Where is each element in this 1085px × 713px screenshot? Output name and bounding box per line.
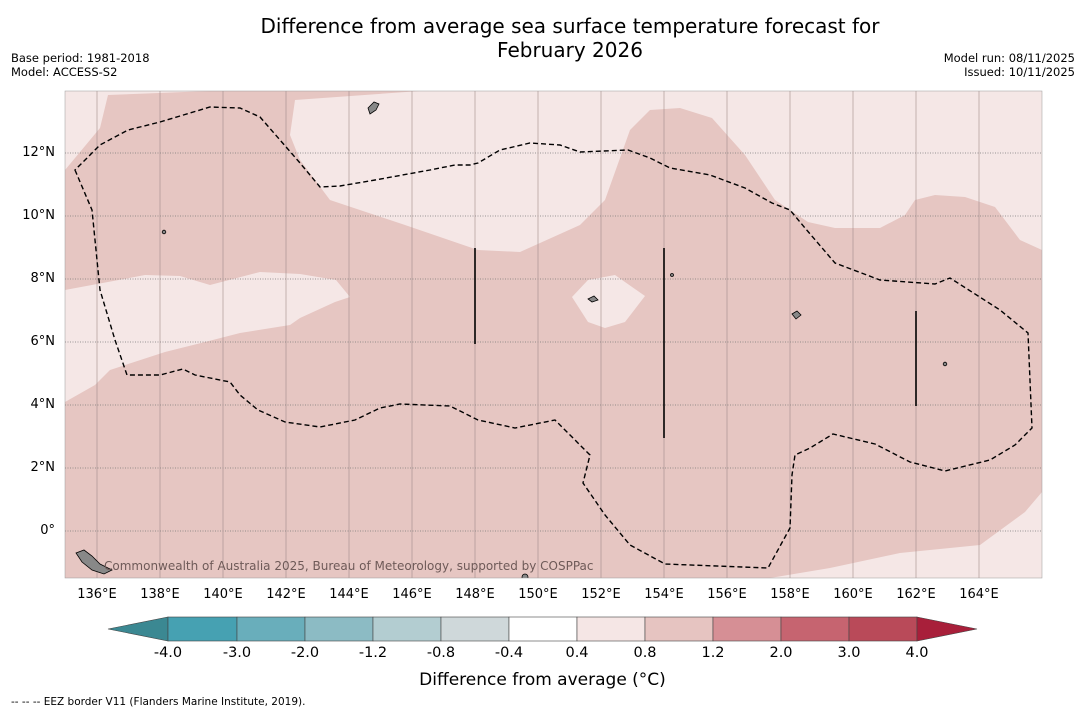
lon-label-150e: 150°E (518, 587, 558, 602)
colorbar (107, 616, 978, 642)
colorbar-bin-10 (780, 616, 850, 642)
colorbar-tick: -3.0 (222, 645, 252, 661)
lat-label-8n: 8°N (30, 271, 56, 286)
islands (75, 101, 948, 578)
base-period: Base period: 1981-2018 (11, 51, 150, 65)
colorbar-bin-9 (712, 616, 782, 642)
colorbar-bin-7 (576, 616, 646, 642)
map-credit: Commonwealth of Australia 2025, Bureau o… (104, 559, 594, 573)
title-line-2: February 2026 (497, 38, 643, 62)
island-chuuk-area (587, 295, 599, 303)
colorbar-tick: 0.8 (633, 645, 657, 661)
colorbar-tick: 4.0 (905, 645, 929, 661)
colorbar-tick: -0.8 (426, 645, 456, 661)
eez-footnote: -- -- -- EEZ border V11 (Flanders Marine… (11, 696, 306, 708)
lon-label-152e: 152°E (581, 587, 621, 602)
island-small-1 (942, 361, 948, 367)
colorbar-tick: -0.4 (494, 645, 524, 661)
island-guam (367, 101, 380, 115)
lat-label-12n: 12°N (22, 145, 55, 160)
eez-border-palau-fsm (74, 106, 1033, 569)
lat-label-2n: 2°N (30, 460, 56, 475)
colorbar-bin-3 (304, 616, 374, 642)
colorbar-tick: 1.2 (701, 645, 725, 661)
colorbar-bin-2 (236, 616, 306, 642)
colorbar-bin-11 (848, 616, 918, 642)
island-small-2 (670, 273, 674, 277)
lon-gridlines (96, 91, 980, 578)
colorbar-under-triangle (107, 616, 169, 642)
lon-label-138e: 138°E (140, 587, 180, 602)
title-line-1: Difference from average sea surface temp… (260, 14, 880, 38)
colorbar-tick: 3.0 (837, 645, 861, 661)
lon-label-154e: 154°E (644, 587, 684, 602)
model-run: Model run: 08/11/2025 (943, 51, 1075, 65)
colorbar-tick: 0.4 (565, 645, 589, 661)
lon-label-162e: 162°E (896, 587, 936, 602)
lon-label-148e: 148°E (455, 587, 495, 602)
lon-label-140e: 140°E (203, 587, 243, 602)
lon-label-136e: 136°E (77, 587, 117, 602)
lon-label-142e: 142°E (266, 587, 306, 602)
island-new-guinea-coast (75, 549, 113, 575)
lon-label-164e: 164°E (959, 587, 999, 602)
island-small-3 (521, 573, 529, 578)
metadata-right: Model run: 08/11/2025 Issued: 10/11/2025 (944, 51, 1075, 79)
model-name: Model: ACCESS-S2 (11, 65, 118, 79)
map-frame (64, 90, 1043, 579)
colorbar-over-triangle (916, 616, 978, 642)
colorbar-tick: -1.2 (358, 645, 388, 661)
anomaly-region-medium (65, 91, 1042, 578)
colorbar-bin-5 (440, 616, 510, 642)
chart-title: Difference from average sea surface temp… (200, 14, 940, 62)
lon-label-160e: 160°E (833, 587, 873, 602)
lon-label-158e: 158°E (770, 587, 810, 602)
colorbar-bin-6 (508, 616, 578, 642)
anomaly-patch-light (572, 275, 645, 328)
lat-label-6n: 6°N (30, 334, 56, 349)
eez-borders (74, 106, 1033, 569)
metadata-left: Base period: 1981-2018 Model: ACCESS-S2 (11, 51, 150, 79)
lon-label-146e: 146°E (392, 587, 432, 602)
island-yap (161, 229, 167, 235)
lat-gridlines (65, 152, 1042, 532)
lon-label-144e: 144°E (329, 587, 369, 602)
issued-date: Issued: 10/11/2025 (964, 65, 1075, 79)
colorbar-tick: -4.0 (153, 645, 183, 661)
colorbar-bin-4 (372, 616, 442, 642)
colorbar-bin-1 (167, 616, 238, 642)
colorbar-bin-8 (644, 616, 714, 642)
colorbar-tick: -2.0 (290, 645, 320, 661)
lat-label-10n: 10°N (22, 208, 55, 223)
island-pohnpei (791, 310, 802, 320)
lon-label-156e: 156°E (707, 587, 747, 602)
island-chains (474, 248, 917, 438)
lat-label-4n: 4°N (30, 397, 56, 412)
colorbar-tick: 2.0 (769, 645, 793, 661)
lat-label-0: 0° (40, 523, 55, 538)
colorbar-title: Difference from average (°C) (419, 670, 666, 690)
